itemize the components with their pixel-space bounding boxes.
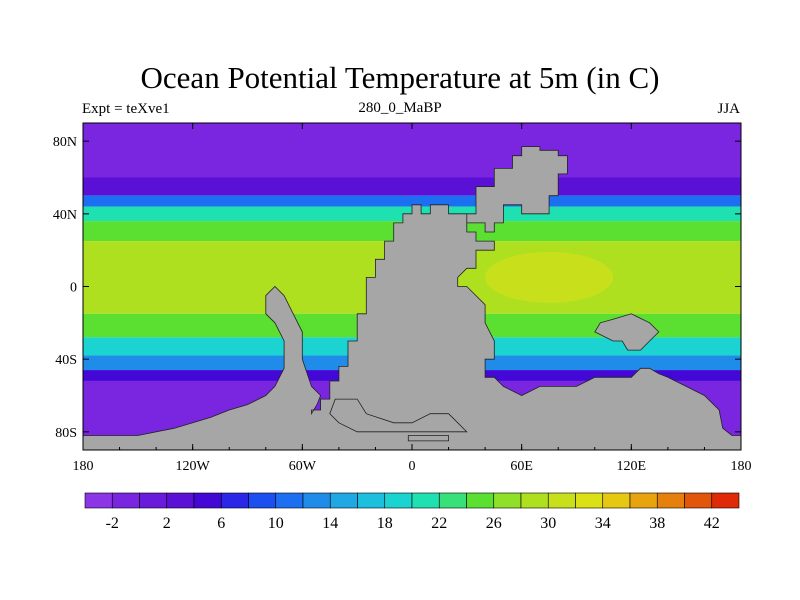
colorbar-swatch bbox=[357, 492, 386, 509]
land-mass bbox=[407, 435, 450, 442]
x-tick-label: 120W bbox=[176, 459, 211, 474]
colorbar-label: 34 bbox=[595, 515, 611, 532]
colorbar-label: 42 bbox=[704, 515, 720, 532]
colorbar-label: 18 bbox=[377, 515, 393, 532]
y-tick-label: 0 bbox=[70, 281, 77, 296]
plot-area bbox=[83, 123, 741, 450]
x-tick-label: 0 bbox=[409, 459, 416, 474]
colorbar-swatch bbox=[302, 492, 331, 509]
period-label: 280_0_MaBP bbox=[358, 100, 442, 116]
y-tick-label: 80S bbox=[55, 426, 77, 441]
colorbar-swatch bbox=[193, 492, 222, 509]
x-tick-label: 60W bbox=[289, 459, 317, 474]
temperature-band bbox=[83, 123, 741, 178]
y-tick-label: 40S bbox=[55, 353, 77, 368]
warm-pool-region bbox=[485, 251, 614, 303]
colorbar-swatch bbox=[684, 492, 713, 509]
colorbar-label: 10 bbox=[268, 515, 284, 532]
colorbar-swatch bbox=[629, 492, 658, 509]
colorbar-label: 22 bbox=[431, 515, 447, 532]
colorbar-swatch bbox=[438, 492, 467, 509]
land-mass bbox=[329, 398, 468, 433]
land-mass bbox=[594, 313, 660, 351]
colorbar-swatch bbox=[466, 492, 495, 509]
colorbar-swatch bbox=[248, 492, 277, 509]
land-mass bbox=[83, 146, 741, 450]
colorbar-swatch bbox=[602, 492, 631, 509]
experiment-label: Expt = teXve1 bbox=[82, 101, 170, 117]
x-tick-label: 180 bbox=[731, 459, 752, 474]
y-tick-label: 40N bbox=[53, 208, 77, 223]
colorbar-swatch bbox=[656, 492, 685, 509]
colorbar-swatch bbox=[139, 492, 168, 509]
colorbar-swatch bbox=[493, 492, 522, 509]
colorbar-label: 38 bbox=[649, 515, 665, 532]
temperature-band bbox=[83, 195, 741, 207]
colorbar-swatch bbox=[329, 492, 358, 509]
chart-title: Ocean Potential Temperature at 5m (in C) bbox=[140, 60, 660, 95]
temperature-band bbox=[83, 177, 741, 196]
colorbar-swatch bbox=[220, 492, 249, 509]
colorbar-swatch bbox=[275, 492, 304, 509]
colorbar-label: 14 bbox=[322, 515, 338, 532]
colorbar-swatch bbox=[384, 492, 413, 509]
colorbar-swatch bbox=[84, 492, 113, 509]
colorbar-swatch bbox=[711, 492, 740, 509]
colorbar-label: -2 bbox=[106, 515, 119, 532]
season-label: JJA bbox=[717, 101, 740, 117]
x-tick-label: 120E bbox=[617, 459, 647, 474]
colorbar-label: 26 bbox=[486, 515, 502, 532]
colorbar-swatch bbox=[166, 492, 195, 509]
x-tick-label: 180 bbox=[73, 459, 94, 474]
colorbar-swatch bbox=[575, 492, 604, 509]
colorbar-label: 30 bbox=[540, 515, 556, 532]
colorbar-swatch bbox=[547, 492, 576, 509]
y-tick-label: 80N bbox=[53, 135, 77, 150]
colorbar-label: 6 bbox=[217, 515, 225, 532]
colorbar-swatch bbox=[411, 492, 440, 509]
colorbar-swatch bbox=[520, 492, 549, 509]
colorbar-swatch bbox=[111, 492, 140, 509]
colorbar-label: 2 bbox=[163, 515, 171, 532]
x-tick-label: 60E bbox=[510, 459, 533, 474]
